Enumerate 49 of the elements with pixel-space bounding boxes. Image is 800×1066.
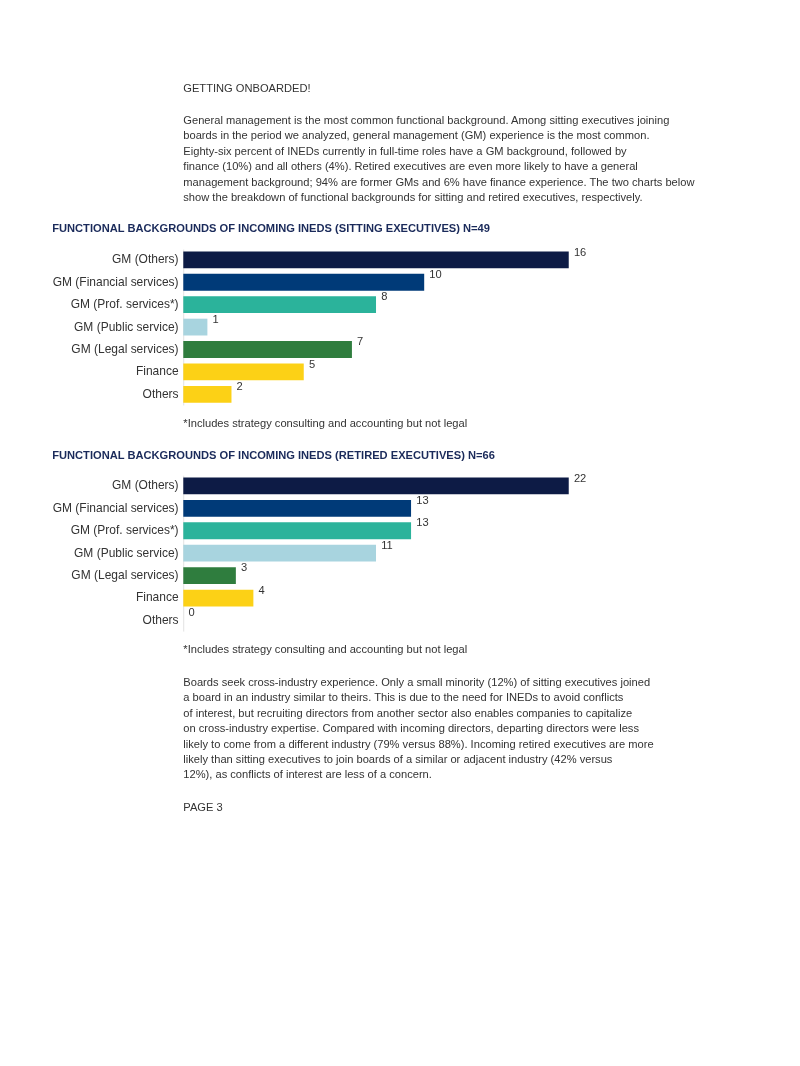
data-label: 4 bbox=[258, 583, 265, 596]
y-tick-label: GM (Prof. services*) bbox=[70, 523, 179, 538]
text: PAGE 3 bbox=[183, 801, 223, 814]
chart-title: FUNCTIONAL BACKGROUNDS OF INCOMING INEDS (RETIRED EXECUTIVES) N=66 bbox=[52, 448, 495, 461]
y-tick-label: GM (Public service) bbox=[74, 545, 179, 560]
text: GETTING ONBOARDED! bbox=[183, 81, 311, 94]
y-tick-label: GM (Financial services) bbox=[52, 500, 179, 515]
bar bbox=[183, 251, 569, 269]
bar bbox=[183, 341, 352, 358]
y-tick-label: Finance bbox=[135, 364, 179, 379]
data-label: 2 bbox=[236, 380, 243, 393]
bar bbox=[183, 589, 254, 607]
data-label: 13 bbox=[416, 516, 429, 529]
bar bbox=[183, 477, 569, 495]
data-label: 10 bbox=[429, 267, 442, 280]
data-label: 0 bbox=[188, 606, 195, 619]
y-tick-label: GM (Prof. services*) bbox=[70, 297, 179, 312]
text: Boards seek cross-industry experience. Only a small minority (12%) of sitting executives joined a board in an industry similar to theirs. This is due to the need for INEDs to avoid conflicts of interest, but recruiting directors from another sector also enables companies to capitalize on cross-industry expertise. Compared with incoming directors, departing directors were less likely to come from a different industry (79% versus 88%). Incoming retired executives are more likely than sitting executives to join boards of a similar or adjacent industry (42% versus 12%), as conflicts of interest are less of a concern. bbox=[183, 675, 654, 781]
data-label: 1 bbox=[212, 312, 219, 325]
data-label: 13 bbox=[416, 494, 429, 507]
bar bbox=[183, 385, 232, 403]
data-label: 22 bbox=[573, 471, 587, 484]
y-tick-label: Finance bbox=[135, 590, 179, 605]
y-tick-label: GM (Public service) bbox=[74, 319, 179, 334]
bar bbox=[183, 522, 412, 540]
data-label: 16 bbox=[573, 245, 587, 258]
text: General management is the most common functional background. Among sitting executives joining boards in the period we analyzed, general management (GM) experience is the most common. Eighty-six percent of INEDs currently in full-time roles have a GM background, followed by finance (10%) and all others (4%). Retired executives are even more likely to have a general management background; 94% are former GMs and 6% have finance experience. The two charts below show the breakdown of functional backgrounds for sitting and retired executives, respectively. bbox=[183, 114, 696, 204]
data-label: 5 bbox=[308, 357, 316, 370]
y-tick-label: Others bbox=[142, 612, 179, 627]
bar bbox=[183, 296, 377, 314]
chart-title: FUNCTIONAL BACKGROUNDS OF INCOMING INEDS (SITTING EXECUTIVES) N=49 bbox=[52, 222, 490, 235]
text: *Includes strategy consulting and accounting but not legal bbox=[183, 417, 468, 430]
y-tick-label: GM (Others) bbox=[111, 478, 179, 493]
data-label: 11 bbox=[381, 538, 393, 551]
y-tick-label: GM (Financial services) bbox=[52, 274, 179, 289]
y-tick-label: GM (Legal services) bbox=[71, 341, 179, 356]
data-label: 7 bbox=[357, 335, 364, 348]
bar bbox=[183, 273, 425, 291]
bar bbox=[183, 499, 412, 517]
text: *Includes strategy consulting and accounting but not legal bbox=[183, 643, 468, 656]
data-label: 8 bbox=[381, 290, 388, 303]
y-tick-label: Others bbox=[142, 386, 179, 401]
bar bbox=[183, 544, 377, 562]
bar bbox=[183, 318, 208, 336]
y-tick-label: GM (Legal services) bbox=[71, 568, 179, 583]
bar bbox=[183, 567, 236, 585]
y-tick-label: GM (Others) bbox=[111, 252, 179, 267]
data-label: 3 bbox=[241, 561, 248, 574]
bar bbox=[183, 363, 304, 381]
